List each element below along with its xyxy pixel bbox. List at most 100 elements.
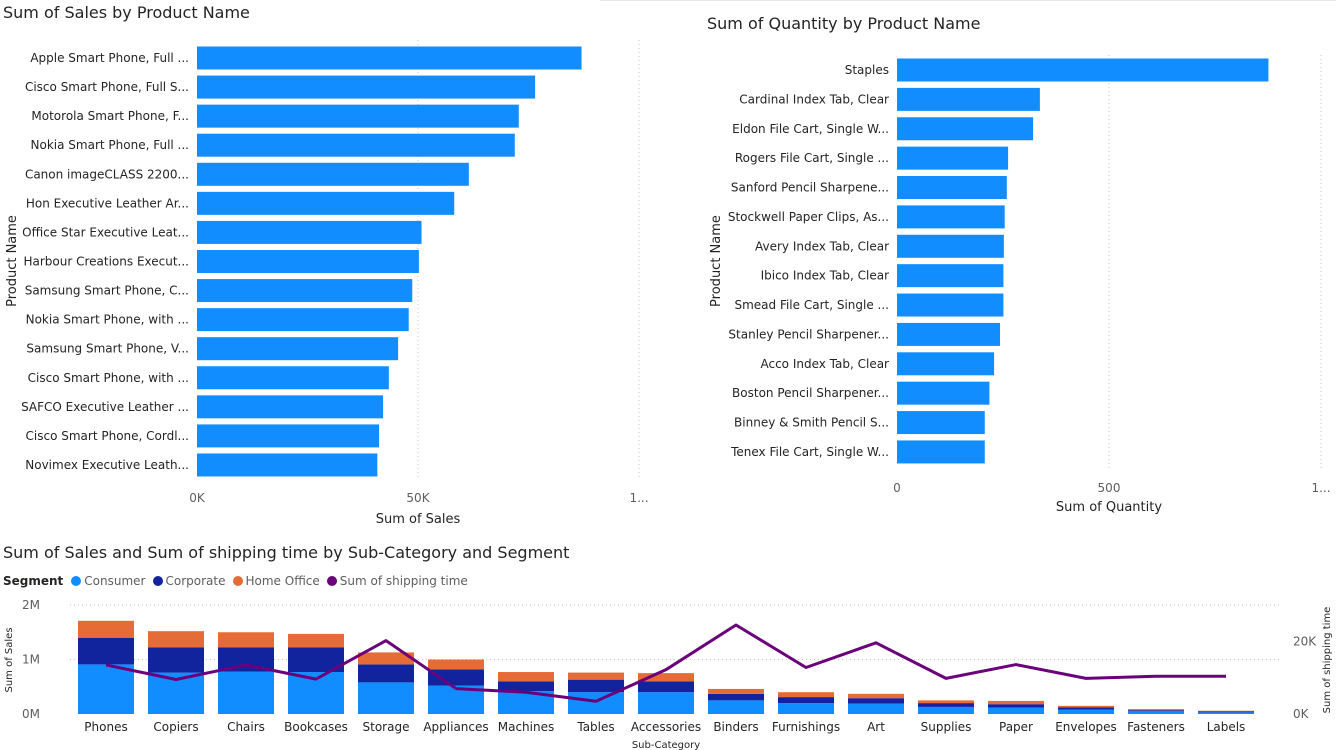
legend-title: Segment (3, 574, 64, 588)
x-category-label: Supplies (921, 720, 972, 734)
consumer-dot-icon (71, 576, 82, 586)
bar (897, 411, 985, 435)
category-label: Ibico Index Tab, Clear (761, 269, 889, 283)
category-label: Office Star Executive Leat... (22, 225, 189, 239)
bar (197, 279, 413, 303)
x-tick-label: 50K (406, 491, 430, 505)
bar (197, 133, 515, 157)
x-category-label: Accessories (631, 720, 701, 734)
corporate-dot-icon (152, 576, 163, 586)
consumer-segment-bar (1058, 709, 1114, 714)
category-label: Tenex File Cart, Single W... (730, 445, 889, 459)
category-label: Canon imageCLASS 2200... (25, 167, 189, 181)
bar (197, 75, 536, 99)
bar (197, 220, 422, 244)
x-category-label: Bookcases (284, 720, 348, 734)
category-label: Novimex Executive Leath... (25, 458, 189, 472)
corporate-segment-bar (358, 664, 414, 683)
y-axis-title: Product Name (5, 215, 20, 307)
bar (897, 381, 990, 405)
top-divider (600, 0, 1336, 1)
bar (197, 366, 389, 390)
category-label: Nokia Smart Phone, with ... (26, 313, 189, 327)
consumer-segment-bar (988, 707, 1044, 714)
x-axis-title: Sub-Category (632, 740, 700, 750)
category-label: Eldon File Cart, Single W... (732, 122, 889, 136)
home-office-segment-bar (638, 673, 694, 682)
x-axis-title: Sum of Sales (376, 512, 461, 527)
home-office-segment-bar (848, 693, 904, 699)
right-tick-label: 0K (1293, 707, 1310, 721)
legend-item-consumer[interactable]: Consumer (71, 574, 146, 588)
sales-by-product-chart: 0K 50K 1... Apple Smart Phone, Full ... Cisc… (5, 40, 649, 527)
consumer-segment-bar (1128, 711, 1184, 714)
bar (197, 249, 419, 273)
bar (897, 176, 1007, 200)
x-tick-label: 1... (629, 491, 648, 505)
bar (197, 395, 384, 419)
left-tick-label: 2M (22, 598, 40, 612)
consumer-segment-bar (778, 703, 834, 714)
home-office-segment-bar (358, 652, 414, 665)
home-office-segment-bar (148, 631, 204, 648)
corporate-segment-bar (428, 669, 484, 686)
category-label: Smead File Cart, Single ... (734, 298, 889, 312)
left-tick-label: 0M (22, 707, 40, 721)
bar (197, 162, 469, 186)
corporate-segment-bar (218, 647, 274, 672)
corporate-segment-bar (918, 703, 974, 707)
bar (897, 234, 1004, 258)
x-category-label: Labels (1207, 720, 1246, 734)
bar (897, 87, 1040, 111)
x-tick-label: 0 (893, 481, 901, 495)
x-category-label: Paper (999, 720, 1033, 734)
category-label: Samsung Smart Phone, C... (25, 284, 189, 298)
bar (197, 453, 378, 477)
x-category-label: Fasteners (1127, 720, 1185, 734)
category-label: Rogers File Cart, Single ... (735, 151, 889, 165)
bar (197, 337, 399, 361)
x-category-label: Tables (576, 720, 614, 734)
x-category-label: Binders (713, 720, 758, 734)
bar (897, 322, 1001, 346)
x-category-label: Storage (363, 720, 410, 734)
x-category-label: Chairs (227, 720, 265, 734)
consumer-segment-bar (708, 700, 764, 714)
right-tick-label: 20K (1293, 634, 1317, 648)
combo-chart-title: Sum of Sales and Sum of shipping time by… (3, 543, 570, 562)
bar (897, 293, 1004, 317)
quantity-by-product-chart: 0 500 1... Staples Cardinal Index Tab, Clear… (709, 55, 1331, 515)
home-office-segment-bar (78, 620, 134, 638)
bar (197, 191, 455, 215)
home-office-segment-bar (778, 692, 834, 698)
legend-item-shipping-time[interactable]: Sum of shipping time (326, 574, 468, 588)
bar (197, 104, 519, 128)
consumer-segment-bar (218, 671, 274, 714)
x-category-label: Machines (498, 720, 554, 734)
bar (197, 308, 409, 332)
quantity-chart-title: Sum of Quantity by Product Name (707, 14, 981, 33)
bar (897, 264, 1004, 288)
x-category-label: Furnishings (772, 720, 840, 734)
left-tick-label: 1M (22, 653, 40, 667)
category-label: Nokia Smart Phone, Full ... (31, 138, 189, 152)
bar (897, 440, 985, 464)
category-label: Motorola Smart Phone, F... (31, 109, 189, 123)
category-label: Hon Executive Leather Ar... (26, 196, 189, 210)
home-office-dot-icon (232, 576, 243, 586)
home-office-segment-bar (918, 700, 974, 704)
x-tick-label: 500 (1098, 481, 1121, 495)
consumer-segment-bar (848, 703, 904, 714)
consumer-segment-bar (638, 692, 694, 714)
y-axis-title-right: Sum of shipping time (1322, 607, 1333, 714)
consumer-segment-bar (1198, 712, 1254, 714)
bar (897, 205, 1005, 229)
corporate-segment-bar (638, 681, 694, 693)
legend-item-corporate[interactable]: Corporate (152, 574, 226, 588)
home-office-segment-bar (1128, 709, 1184, 711)
legend-item-home-office[interactable]: Home Office (232, 574, 320, 588)
category-label: Acco Index Tab, Clear (760, 357, 889, 371)
home-office-segment-bar (498, 672, 554, 682)
home-office-segment-bar (708, 688, 764, 694)
corporate-segment-bar (148, 647, 204, 673)
